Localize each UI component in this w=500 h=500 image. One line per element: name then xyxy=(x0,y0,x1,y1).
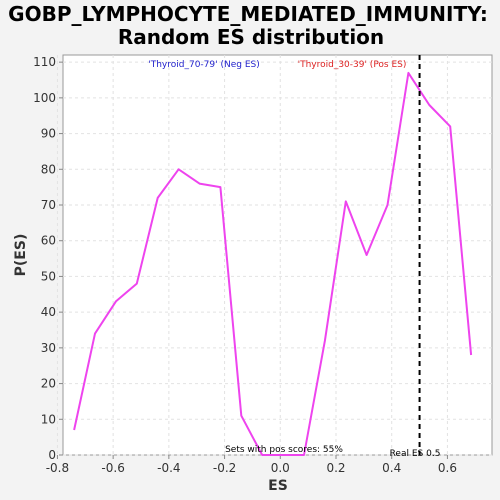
x-tick-label: -0.6 xyxy=(101,461,124,475)
x-tick-label: 0.6 xyxy=(438,461,457,475)
real-es-label: Real ES 0.5 xyxy=(390,449,441,459)
x-axis-label: ES xyxy=(268,478,288,494)
series-layer xyxy=(73,71,473,456)
y-axis-label: P(ES) xyxy=(13,234,29,277)
legend-neg-label: 'Thyroid_70-79' (Neg ES) xyxy=(148,60,259,70)
y-axis: 0 10 20 30 40 50 60 70 80 90 100 110 xyxy=(33,55,63,462)
x-tick-label: -0.8 xyxy=(46,461,69,475)
plot-area xyxy=(62,54,493,456)
legend-pos-label: 'Thyroid_30-39' (Pos ES) xyxy=(298,60,407,70)
y-tick-label: 10 xyxy=(41,412,56,426)
y-tick-label: 40 xyxy=(41,305,56,319)
x-tick-label: -0.4 xyxy=(157,461,180,475)
y-tick-label: 60 xyxy=(41,234,56,248)
y-tick-label: 70 xyxy=(41,198,56,212)
x-tick-label: 0.4 xyxy=(382,461,401,475)
grid xyxy=(56,55,492,456)
x-tick-label: 0.0 xyxy=(271,461,290,475)
y-tick-label: 0 xyxy=(48,448,56,462)
chart-title-line1: GOBP_LYMPHOCYTE_MEDIATED_IMMUNITY: xyxy=(8,2,488,26)
x-tick-label: 0.2 xyxy=(326,461,345,475)
y-tick-label: 100 xyxy=(33,91,56,105)
y-tick-label: 90 xyxy=(41,127,56,141)
y-tick-label: 50 xyxy=(41,269,56,283)
chart-title-line2: Random ES distribution xyxy=(118,25,384,49)
x-axis: -0.8 -0.6 -0.4 -0.2 0.0 0.2 0.4 0.6 xyxy=(46,455,457,475)
y-tick-label: 30 xyxy=(41,341,56,355)
y-tick-label: 20 xyxy=(41,377,56,391)
series-line xyxy=(73,71,473,456)
pos-scores-label: Sets with pos scores: 55% xyxy=(225,445,343,455)
x-tick-label: -0.2 xyxy=(213,461,236,475)
y-tick-label: 80 xyxy=(41,162,56,176)
y-tick-label: 110 xyxy=(33,55,56,69)
